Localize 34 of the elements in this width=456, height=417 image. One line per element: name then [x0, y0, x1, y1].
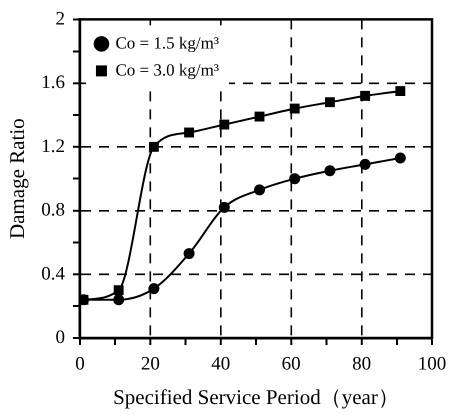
point — [324, 165, 336, 176]
x-tick-label: 60 — [282, 353, 301, 374]
point — [148, 142, 159, 152]
y-tick-label: 1.6 — [41, 72, 65, 94]
point — [114, 285, 124, 296]
y-tick-label: 0.4 — [41, 263, 66, 284]
point — [184, 128, 194, 138]
point — [360, 158, 371, 170]
x-tick-label: 80 — [352, 353, 372, 374]
point — [254, 112, 264, 122]
point — [290, 104, 300, 114]
point — [395, 86, 406, 96]
y-axis-title: Damage Ratio — [5, 118, 30, 240]
legend-label: Co = 1.5 kg/m³ — [115, 33, 219, 52]
y-tick-label: 2 — [55, 8, 65, 30]
point — [324, 97, 335, 108]
point — [394, 152, 406, 164]
point — [219, 120, 230, 130]
point — [184, 248, 195, 260]
point — [148, 283, 160, 294]
x-tick-label: 100 — [418, 353, 446, 374]
point — [360, 90, 370, 101]
x-tick-label: 0 — [75, 353, 85, 374]
point — [254, 184, 265, 196]
x-axis-title: Specified Service Period（year） — [113, 384, 399, 409]
y-tick-label: 1.2 — [41, 136, 65, 157]
point — [113, 294, 124, 306]
y-tick-label: 0.8 — [41, 200, 65, 221]
point — [289, 173, 300, 184]
legend-label: Co = 3.0 kg/m³ — [115, 60, 219, 80]
point — [218, 202, 230, 213]
y-tick-label: 0 — [55, 326, 65, 348]
x-tick-label: 40 — [211, 353, 230, 374]
x-tick-label: 20 — [140, 353, 160, 374]
